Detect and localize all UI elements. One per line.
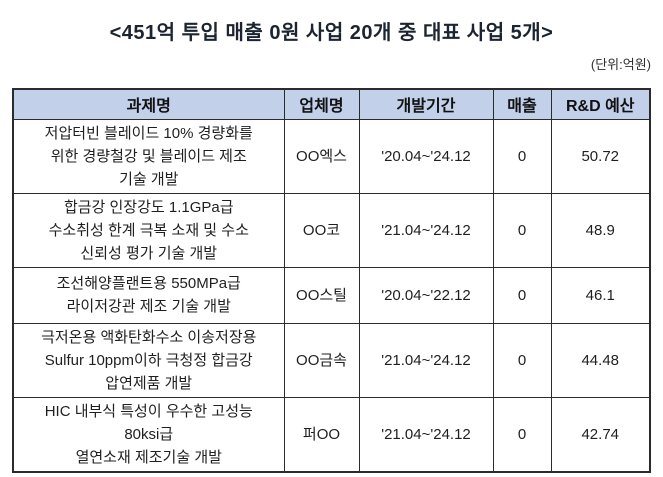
company-cell: OO스틸 (283, 266, 360, 324)
project-name-cell: 극저온용 액화탄화수소 이송저장용 Sulfur 10ppm이하 극청정 합금강… (12, 322, 285, 398)
project-name-cell: 저압터빈 블레이드 10% 경량화를 위한 경량철강 및 블레이드 제조 기술 … (12, 118, 285, 194)
company-cell: OO엑스 (283, 118, 360, 194)
revenue-cell: 0 (492, 266, 552, 324)
project-name-cell: 합금강 인장강도 1.1GPa급 수소취성 한계 극복 소재 및 수소 신뢰성 … (12, 192, 285, 268)
budget-cell: 46.1 (550, 266, 651, 324)
budget-cell: 48.9 (550, 192, 651, 268)
revenue-cell: 0 (492, 396, 552, 472)
header-budget: R&D 예산 (550, 88, 651, 120)
table-row: 조선해양플랜트용 550MPa급 라이저강관 제조 기술 개발 OO스틸 '20… (12, 266, 651, 324)
company-cell: OO코 (283, 192, 360, 268)
period-cell: '20.04~'22.12 (358, 266, 494, 324)
table-body: 저압터빈 블레이드 10% 경량화를 위한 경량철강 및 블레이드 제조 기술 … (12, 118, 651, 472)
project-name-cell: HIC 내부식 특성이 우수한 고성능 80ksi급 열연소재 제조기술 개발 (12, 396, 285, 472)
period-cell: '21.04~'24.12 (358, 396, 494, 472)
table-row: HIC 내부식 특성이 우수한 고성능 80ksi급 열연소재 제조기술 개발 … (12, 396, 651, 472)
table-header-row: 과제명 업체명 개발기간 매출 R&D 예산 (12, 88, 651, 120)
page-title: <451억 투입 매출 0원 사업 20개 중 대표 사업 5개> (109, 22, 554, 44)
unit-label: (단위:억원) (590, 57, 651, 72)
projects-table: 과제명 업체명 개발기간 매출 R&D 예산 저압터빈 블레이드 10% 경량화… (12, 88, 651, 473)
period-cell: '20.04~'24.12 (358, 118, 494, 194)
revenue-cell: 0 (492, 118, 552, 194)
table-row: 극저온용 액화탄화수소 이송저장용 Sulfur 10ppm이하 극청정 합금강… (12, 322, 651, 398)
company-cell: OO금속 (283, 322, 360, 398)
table-header: 과제명 업체명 개발기간 매출 R&D 예산 (12, 88, 651, 120)
header-project: 과제명 (12, 88, 285, 120)
period-cell: '21.04~'24.12 (358, 322, 494, 398)
period-cell: '21.04~'24.12 (358, 192, 494, 268)
revenue-cell: 0 (492, 322, 552, 398)
header-company: 업체명 (283, 88, 360, 120)
table-row: 저압터빈 블레이드 10% 경량화를 위한 경량철강 및 블레이드 제조 기술 … (12, 118, 651, 194)
header-period: 개발기간 (358, 88, 494, 120)
budget-cell: 42.74 (550, 396, 651, 472)
revenue-cell: 0 (492, 192, 552, 268)
budget-cell: 44.48 (550, 322, 651, 398)
company-cell: 퍼OO (283, 396, 360, 472)
header-revenue: 매출 (492, 88, 552, 120)
budget-cell: 50.72 (550, 118, 651, 194)
table-row: 합금강 인장강도 1.1GPa급 수소취성 한계 극복 소재 및 수소 신뢰성 … (12, 192, 651, 268)
project-name-cell: 조선해양플랜트용 550MPa급 라이저강관 제조 기술 개발 (12, 266, 285, 324)
